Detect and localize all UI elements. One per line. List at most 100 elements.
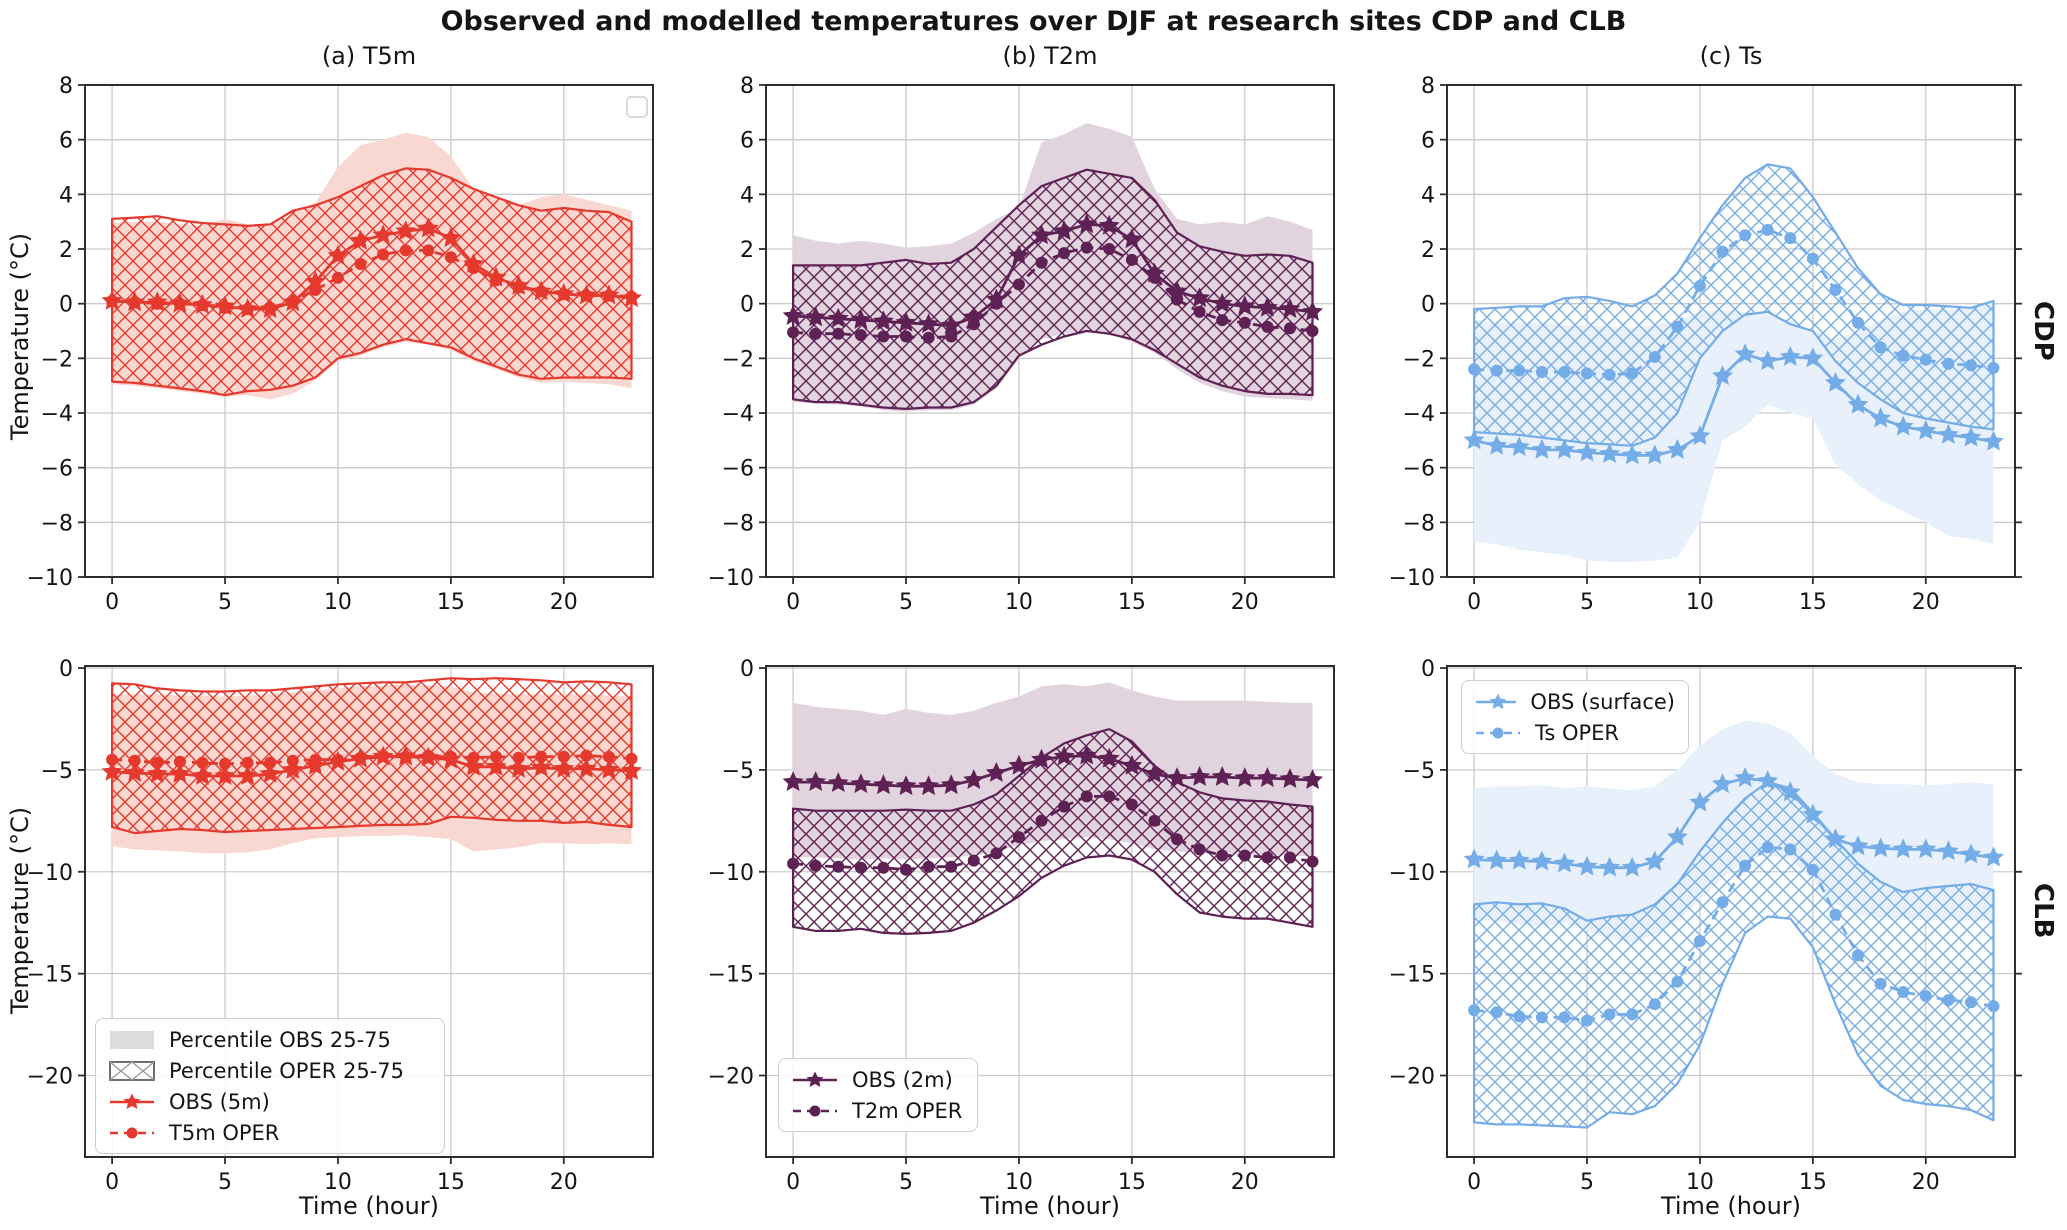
svg-text:6: 6 bbox=[740, 129, 754, 154]
star-marker bbox=[827, 307, 849, 328]
dot-marker bbox=[1148, 814, 1161, 827]
star-marker bbox=[1621, 444, 1643, 465]
star-marker bbox=[1302, 300, 1323, 321]
svg-text:−8: −8 bbox=[1403, 511, 1435, 536]
svg-text:−6: −6 bbox=[1403, 457, 1435, 482]
dot-marker bbox=[535, 750, 548, 763]
svg-text:15: 15 bbox=[437, 1170, 465, 1195]
dot-marker bbox=[173, 297, 186, 310]
svg-text:0: 0 bbox=[740, 657, 754, 682]
dot-marker bbox=[1693, 279, 1706, 292]
dot-marker bbox=[1987, 361, 2000, 374]
svg-text:10: 10 bbox=[1005, 1170, 1033, 1195]
dot-marker bbox=[286, 294, 299, 307]
subplot-title-c: (c) Ts bbox=[1699, 42, 1763, 70]
svg-text:−5: −5 bbox=[1403, 759, 1435, 784]
star-marker bbox=[827, 772, 849, 792]
dot-marker bbox=[1125, 253, 1138, 266]
svg-text:10: 10 bbox=[1686, 590, 1714, 615]
dot-marker bbox=[787, 857, 800, 870]
star-marker bbox=[575, 757, 597, 778]
dot-marker bbox=[1626, 367, 1639, 380]
star-marker bbox=[1166, 767, 1188, 787]
star-marker bbox=[1189, 287, 1211, 308]
svg-text:10: 10 bbox=[1005, 590, 1033, 615]
dot-marker bbox=[557, 750, 570, 763]
dot-marker bbox=[264, 301, 277, 314]
svg-text:20: 20 bbox=[550, 1170, 578, 1195]
star-marker bbox=[1802, 347, 1824, 368]
dot-marker bbox=[854, 861, 867, 874]
dot-marker bbox=[422, 244, 435, 257]
star-marker bbox=[1576, 855, 1598, 876]
star-marker bbox=[1779, 346, 1801, 366]
star-marker bbox=[1256, 767, 1278, 787]
legend-label: OBS (2m) bbox=[852, 1067, 953, 1092]
axis-ticks: 0 5 10 15 20 0 −5 −10 −15 −20 bbox=[708, 657, 1259, 1195]
star-marker bbox=[1531, 438, 1553, 459]
dot-marker bbox=[422, 749, 435, 762]
svg-text:15: 15 bbox=[1799, 590, 1827, 615]
star-marker bbox=[963, 769, 985, 789]
star-marker bbox=[1666, 438, 1688, 459]
dot-marker bbox=[580, 289, 593, 302]
star-marker bbox=[1486, 849, 1508, 870]
star-marker bbox=[1825, 371, 1846, 392]
star-marker bbox=[1915, 838, 1937, 859]
star-marker bbox=[1256, 296, 1278, 317]
dot-marker bbox=[557, 288, 570, 301]
dot-marker bbox=[945, 860, 958, 873]
svg-text:15: 15 bbox=[1799, 1170, 1827, 1195]
dot-marker bbox=[1171, 293, 1183, 306]
dot-marker bbox=[900, 330, 912, 343]
dot-marker bbox=[1535, 1011, 1548, 1024]
dot-marker bbox=[1784, 843, 1797, 856]
dot-marker bbox=[241, 303, 254, 316]
star-marker bbox=[530, 756, 552, 777]
star-marker bbox=[1463, 848, 1485, 869]
svg-text:−10: −10 bbox=[1389, 861, 1435, 886]
legend-item-t2m-oper: T2m OPER bbox=[792, 1097, 964, 1124]
star-marker bbox=[1599, 856, 1621, 877]
star-marker bbox=[940, 314, 962, 335]
star-marker bbox=[873, 310, 894, 331]
x-axis-label-a: Time (hour) bbox=[298, 1192, 440, 1220]
dot-marker bbox=[1874, 341, 1887, 354]
axis-ticks: 0 5 10 15 20 0 −5 −10 −15 −20 bbox=[27, 657, 578, 1195]
star-marker bbox=[1531, 850, 1553, 871]
star-marker bbox=[192, 765, 213, 785]
dot-marker bbox=[1261, 851, 1274, 864]
star-marker bbox=[1847, 835, 1869, 856]
star-marker bbox=[1825, 828, 1846, 849]
star-marker bbox=[1211, 766, 1233, 786]
dot-marker bbox=[1284, 851, 1296, 864]
dot-marker bbox=[877, 861, 890, 874]
legend-item-percentile-obs: Percentile OBS 25-75 bbox=[109, 1026, 431, 1053]
dot-marker bbox=[512, 751, 525, 764]
dot-marker bbox=[1306, 855, 1319, 868]
star-marker bbox=[918, 775, 940, 796]
dot-marker bbox=[1558, 1011, 1571, 1024]
svg-text:0: 0 bbox=[740, 293, 754, 318]
dot-marker bbox=[1671, 975, 1684, 988]
dot-marker bbox=[512, 281, 525, 294]
dot-marker bbox=[331, 271, 344, 284]
star-marker bbox=[440, 227, 462, 247]
svg-text:−20: −20 bbox=[1389, 1065, 1435, 1090]
legend-item-ts-oper: Ts OPER bbox=[1475, 719, 1675, 746]
panel-clb-t5m: 0 5 10 15 20 0 −5 −10 −15 −20 bbox=[27, 657, 654, 1195]
star-marker bbox=[1757, 350, 1779, 370]
star-marker bbox=[1621, 856, 1643, 877]
svg-text:−2: −2 bbox=[41, 347, 73, 372]
legend-clb-t2m: OBS (2m) T2m OPER bbox=[778, 1058, 978, 1132]
svg-text:0: 0 bbox=[786, 590, 800, 615]
svg-text:15: 15 bbox=[1118, 590, 1146, 615]
svg-text:5: 5 bbox=[218, 590, 232, 615]
svg-text:0: 0 bbox=[1421, 657, 1435, 682]
svg-text:−10: −10 bbox=[708, 566, 754, 591]
star-marker bbox=[553, 757, 575, 778]
dot-marker bbox=[1193, 305, 1206, 318]
dot-marker bbox=[354, 751, 367, 764]
svg-text:5: 5 bbox=[218, 1170, 232, 1195]
